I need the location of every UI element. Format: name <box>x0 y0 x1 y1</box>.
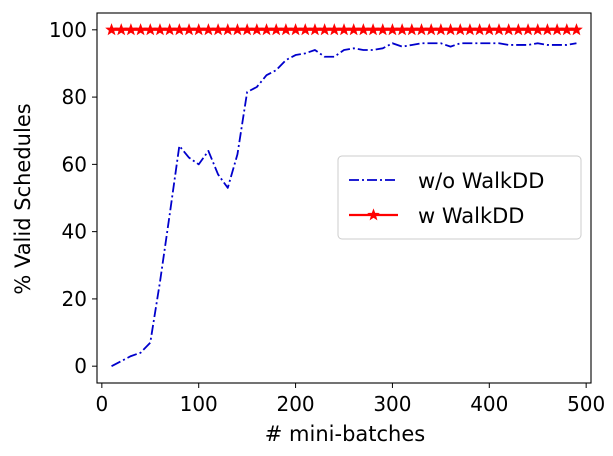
legend: w/o WalkDD w WalkDD <box>337 155 582 240</box>
legend-label-1: w/o WalkDD <box>418 169 544 193</box>
series-line-1 <box>111 42 577 367</box>
y-tick-label: 60 <box>62 152 87 176</box>
x-tick-label: 100 <box>180 392 218 416</box>
axes: 0 100 200 300 400 500 0 20 40 60 80 100 <box>49 12 605 416</box>
y-tick-label: 20 <box>62 287 87 311</box>
legend-marker-2 <box>367 208 380 221</box>
x-tick-label: 400 <box>470 392 508 416</box>
legend-box <box>337 155 582 240</box>
y-tick-label: 40 <box>62 220 87 244</box>
x-axis-label: # mini-batches <box>265 422 425 446</box>
y-tick-label: 100 <box>49 18 87 42</box>
y-tick-label: 0 <box>74 354 87 378</box>
x-tick-label: 300 <box>373 392 411 416</box>
y-axis-label: % Valid Schedules <box>11 103 35 294</box>
y-tick-label: 80 <box>62 85 87 109</box>
legend-label-2: w WalkDD <box>418 204 524 228</box>
x-tick-label: 500 <box>567 392 605 416</box>
axes-frame <box>96 12 592 384</box>
series-layer <box>105 23 583 367</box>
x-tick-label: 200 <box>276 392 314 416</box>
x-tick-label: 0 <box>95 392 108 416</box>
series-2-marker <box>570 23 583 36</box>
